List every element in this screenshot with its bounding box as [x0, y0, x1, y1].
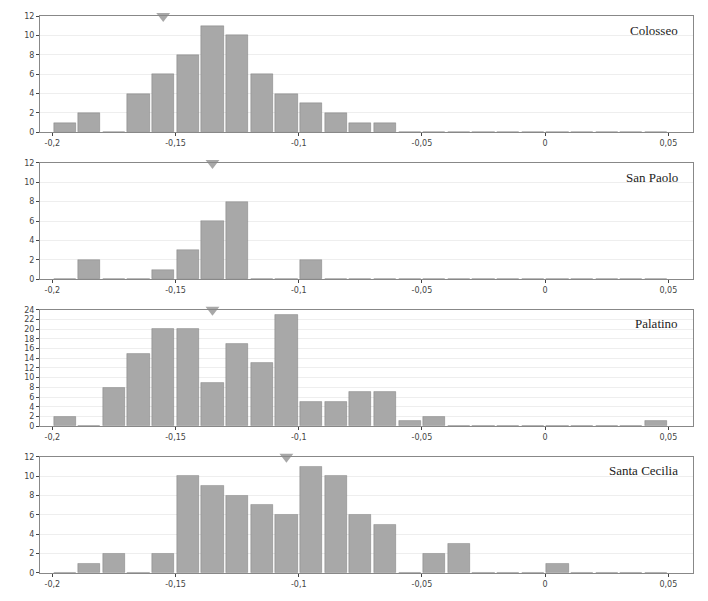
svg-text:10: 10	[24, 31, 34, 40]
svg-text:2: 2	[29, 412, 34, 421]
svg-text:2: 2	[29, 549, 34, 558]
svg-text:Santa Cecilia: Santa Cecilia	[609, 463, 678, 478]
svg-text:Palatino: Palatino	[635, 316, 678, 331]
svg-text:12: 12	[24, 453, 34, 462]
svg-text:8: 8	[29, 491, 34, 500]
svg-text:0: 0	[29, 275, 34, 284]
svg-text:0,05: 0,05	[659, 433, 677, 442]
svg-text:20: 20	[24, 325, 34, 334]
svg-text:12: 12	[24, 12, 34, 21]
svg-text:-0,2: -0,2	[45, 286, 61, 295]
svg-text:0,05: 0,05	[659, 580, 677, 589]
svg-text:0: 0	[543, 286, 548, 295]
svg-text:-0,1: -0,1	[291, 286, 307, 295]
svg-text:-0,1: -0,1	[291, 433, 307, 442]
svg-text:16: 16	[24, 344, 34, 353]
svg-text:0: 0	[29, 422, 34, 431]
svg-text:6: 6	[29, 70, 34, 79]
svg-text:6: 6	[29, 217, 34, 226]
svg-text:6: 6	[29, 393, 34, 402]
svg-text:-0,15: -0,15	[165, 286, 186, 295]
svg-text:10: 10	[24, 178, 34, 187]
svg-text:-0,2: -0,2	[45, 139, 61, 148]
svg-text:0,05: 0,05	[659, 286, 677, 295]
svg-text:-0,05: -0,05	[412, 139, 433, 148]
svg-text:-0,1: -0,1	[291, 580, 307, 589]
svg-text:12: 12	[24, 159, 34, 168]
svg-text:22: 22	[24, 315, 34, 324]
svg-text:0: 0	[543, 139, 548, 148]
svg-text:8: 8	[29, 51, 34, 60]
svg-text:-0,05: -0,05	[412, 580, 433, 589]
svg-text:0: 0	[29, 128, 34, 137]
svg-text:0: 0	[29, 569, 34, 578]
svg-text:6: 6	[29, 511, 34, 520]
svg-text:-0,2: -0,2	[45, 433, 61, 442]
svg-text:-0,05: -0,05	[412, 433, 433, 442]
svg-text:-0,15: -0,15	[165, 580, 186, 589]
svg-text:-0,1: -0,1	[291, 139, 307, 148]
svg-text:14: 14	[24, 354, 34, 363]
svg-text:8: 8	[29, 197, 34, 206]
svg-text:San Paolo: San Paolo	[626, 170, 678, 185]
svg-text:0,05: 0,05	[659, 139, 677, 148]
svg-text:2: 2	[29, 256, 34, 265]
svg-text:4: 4	[29, 236, 34, 245]
svg-text:10: 10	[24, 472, 34, 481]
svg-text:4: 4	[29, 530, 34, 539]
svg-text:8: 8	[29, 383, 34, 392]
svg-text:2: 2	[29, 109, 34, 118]
svg-text:-0,05: -0,05	[412, 286, 433, 295]
svg-text:18: 18	[24, 335, 34, 344]
svg-text:-0,15: -0,15	[165, 433, 186, 442]
svg-text:24: 24	[24, 306, 34, 315]
svg-text:Colosseo: Colosseo	[630, 23, 678, 38]
svg-text:10: 10	[24, 373, 34, 382]
svg-text:-0,2: -0,2	[45, 580, 61, 589]
svg-text:12: 12	[24, 364, 34, 373]
svg-text:4: 4	[29, 89, 34, 98]
svg-text:0: 0	[543, 580, 548, 589]
svg-text:4: 4	[29, 403, 34, 412]
svg-text:-0,15: -0,15	[165, 139, 186, 148]
svg-text:0: 0	[543, 433, 548, 442]
